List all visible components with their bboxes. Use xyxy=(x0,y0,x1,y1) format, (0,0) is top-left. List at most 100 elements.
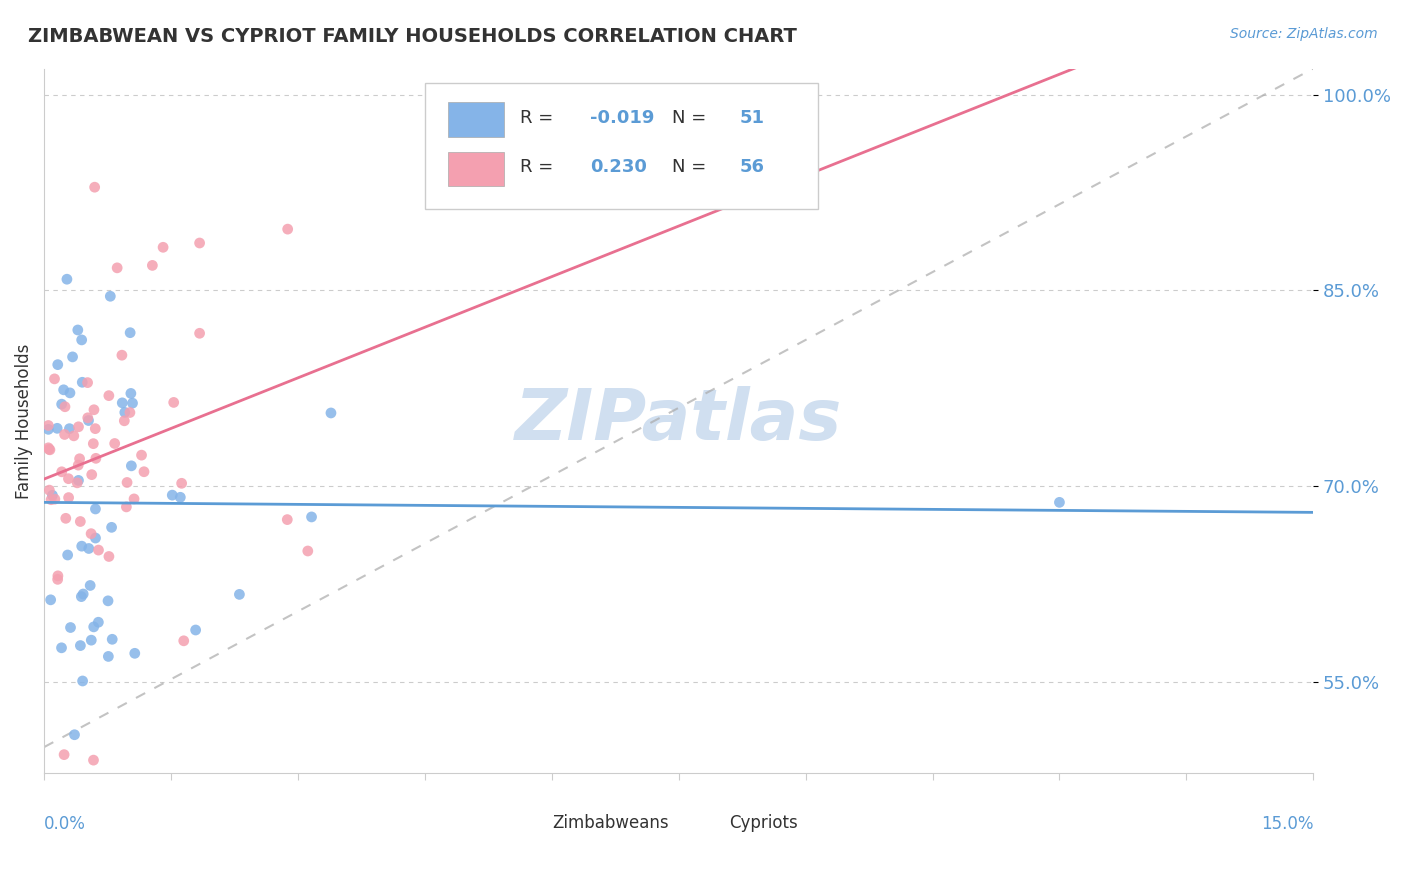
Point xyxy=(122,491,145,506)
Point xyxy=(66,323,89,337)
Point xyxy=(84,451,107,466)
Point xyxy=(83,620,105,634)
Point xyxy=(53,400,76,414)
Text: Zimbabweans: Zimbabweans xyxy=(551,814,668,831)
Point xyxy=(53,427,76,442)
Text: N =: N = xyxy=(672,158,713,177)
Point xyxy=(111,396,134,410)
Point xyxy=(70,333,93,347)
Point xyxy=(169,491,191,505)
Point xyxy=(173,633,195,648)
Point xyxy=(51,397,73,411)
Point xyxy=(56,548,79,562)
Point xyxy=(70,590,93,604)
Point xyxy=(51,465,73,479)
Point xyxy=(120,458,142,473)
Point xyxy=(131,448,153,462)
Point xyxy=(170,476,193,491)
Point xyxy=(77,541,100,556)
Text: 0.230: 0.230 xyxy=(591,158,647,177)
Point xyxy=(98,289,121,303)
FancyBboxPatch shape xyxy=(447,103,503,136)
Point xyxy=(38,442,60,457)
Point xyxy=(55,511,77,525)
Point xyxy=(76,376,98,390)
Point xyxy=(58,472,80,486)
Point xyxy=(62,350,84,364)
Text: R =: R = xyxy=(520,109,560,127)
Point xyxy=(77,413,100,427)
Point xyxy=(79,578,101,592)
Y-axis label: Family Households: Family Households xyxy=(15,343,32,499)
Point xyxy=(118,405,141,419)
FancyBboxPatch shape xyxy=(689,807,721,838)
Point xyxy=(52,383,75,397)
Point xyxy=(84,422,107,436)
Point xyxy=(97,594,120,608)
Point xyxy=(80,526,103,541)
Point xyxy=(162,488,184,502)
Point xyxy=(97,389,120,403)
Point xyxy=(120,326,142,340)
FancyBboxPatch shape xyxy=(425,83,818,210)
Point xyxy=(115,475,138,490)
Point xyxy=(53,747,76,762)
Point xyxy=(39,592,62,607)
Point xyxy=(120,386,142,401)
Point xyxy=(152,240,174,254)
Point xyxy=(188,326,211,341)
Point xyxy=(46,421,69,435)
Point xyxy=(39,492,62,507)
Point xyxy=(101,632,124,647)
Point xyxy=(111,348,134,362)
Point xyxy=(37,418,59,433)
Text: N =: N = xyxy=(672,109,713,127)
Point xyxy=(1049,495,1071,509)
Point xyxy=(141,259,163,273)
Point xyxy=(115,500,138,514)
Text: -0.019: -0.019 xyxy=(591,109,654,127)
Point xyxy=(46,573,69,587)
FancyBboxPatch shape xyxy=(512,807,544,838)
Point xyxy=(66,475,89,490)
Text: ZIPatlas: ZIPatlas xyxy=(515,386,842,455)
Text: 0.0%: 0.0% xyxy=(44,815,86,833)
Point xyxy=(67,458,90,472)
Point xyxy=(59,620,82,634)
Point xyxy=(84,531,107,545)
Point xyxy=(51,640,73,655)
Point xyxy=(97,549,120,564)
Point xyxy=(38,483,60,497)
Point xyxy=(132,465,155,479)
Point xyxy=(63,728,86,742)
Point xyxy=(277,222,299,236)
Point xyxy=(58,491,80,505)
Point xyxy=(83,180,105,194)
Point xyxy=(72,376,94,390)
Text: 51: 51 xyxy=(740,109,765,127)
Point xyxy=(87,543,110,558)
Point xyxy=(184,623,207,637)
Point xyxy=(301,510,323,524)
Point xyxy=(80,467,103,482)
Point xyxy=(39,442,62,457)
Point xyxy=(72,673,94,688)
Text: 56: 56 xyxy=(740,158,765,177)
Point xyxy=(228,587,250,601)
Point xyxy=(297,544,319,558)
Text: Cypriots: Cypriots xyxy=(730,814,799,831)
Point xyxy=(72,587,94,601)
Point xyxy=(62,429,84,443)
Point xyxy=(121,396,143,410)
Point xyxy=(67,474,90,488)
Point xyxy=(37,441,59,455)
Point xyxy=(59,385,82,400)
Point xyxy=(97,649,120,664)
Point xyxy=(37,422,59,436)
Point xyxy=(44,372,66,386)
Point xyxy=(44,492,66,507)
Point xyxy=(82,436,104,450)
Point xyxy=(69,451,91,466)
Text: 15.0%: 15.0% xyxy=(1261,815,1313,833)
Point xyxy=(69,515,91,529)
